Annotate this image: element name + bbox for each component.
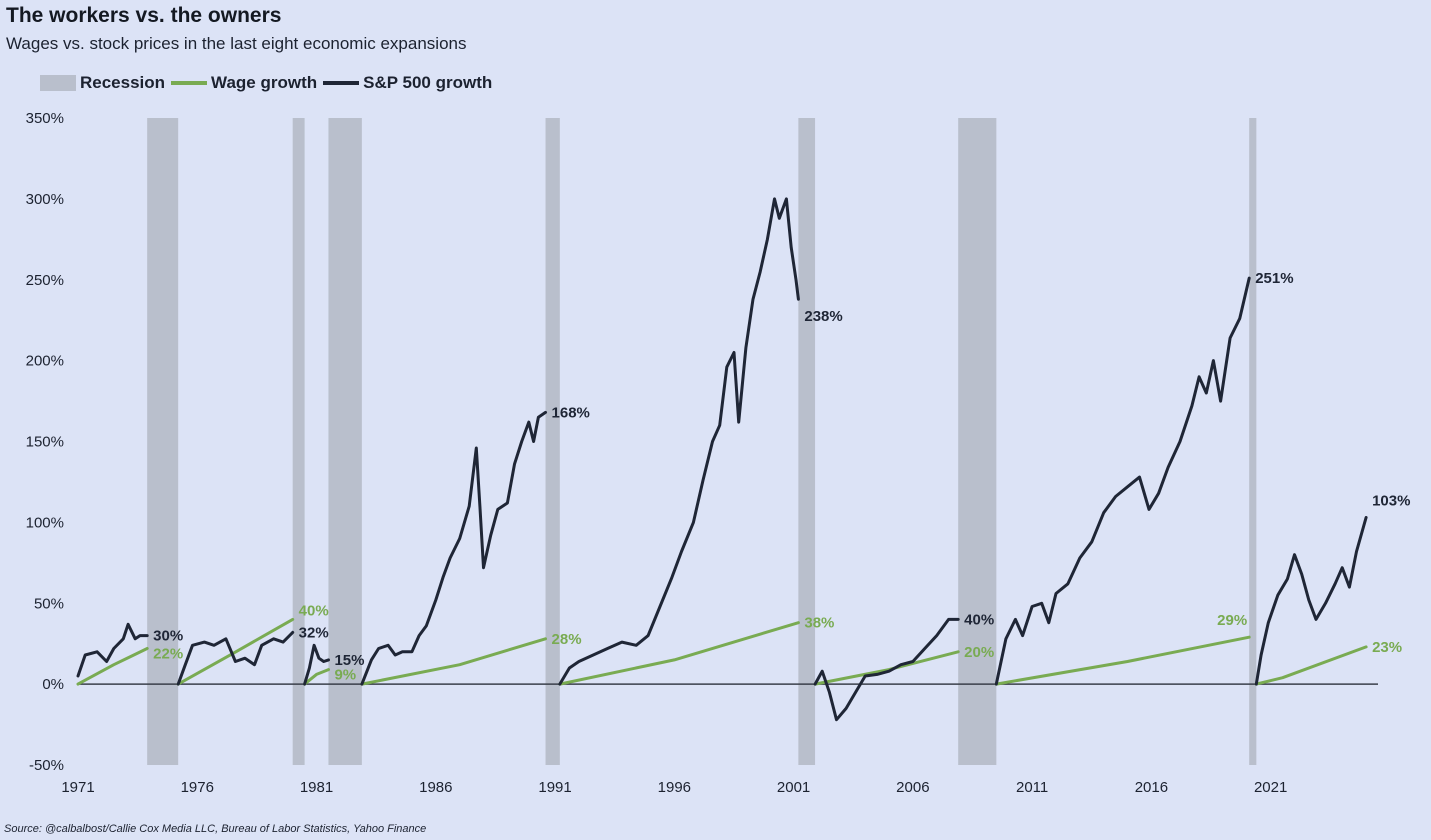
legend-wage: Wage growth	[171, 73, 317, 93]
sp500-line-segment-3	[360, 410, 547, 686]
legend-recession-swatch	[40, 75, 76, 91]
wage-end-label: 29%	[1217, 612, 1247, 629]
legend-sp500-swatch	[323, 81, 360, 85]
wage-line-segment-6	[994, 635, 1251, 686]
recession-band-6	[1249, 118, 1257, 765]
recession-band-2	[328, 118, 362, 765]
sp500-line-segment-4	[558, 197, 800, 686]
wage-end-label: 38%	[804, 615, 834, 632]
wage-end-label: 28%	[552, 631, 582, 648]
sp500-line-segment-6	[994, 276, 1251, 686]
wage-line-segment-3	[360, 637, 547, 686]
x-tick-label: 2006	[896, 779, 929, 796]
sp500-end-label: 32%	[299, 624, 329, 641]
legend-wage-swatch	[171, 81, 208, 85]
sp500-end-label: 30%	[153, 628, 183, 645]
chart-subtitle: Wages vs. stock prices in the last eight…	[6, 34, 467, 53]
wage-end-label: 23%	[1372, 639, 1402, 656]
wage-end-label: 20%	[964, 644, 994, 661]
x-tick-label: 2021	[1254, 779, 1287, 796]
recession-band-1	[292, 118, 305, 765]
x-tick-label: 1976	[181, 779, 214, 796]
x-tick-label: 1991	[538, 779, 571, 796]
sp500-end-label: 40%	[964, 611, 994, 628]
y-tick-label: -50%	[29, 757, 64, 774]
y-tick-label: 150%	[26, 434, 64, 451]
x-tick-label: 1986	[419, 779, 452, 796]
sp500-end-label: 251%	[1255, 270, 1293, 287]
wage-end-label: 22%	[153, 646, 183, 663]
x-tick-label: 1971	[61, 779, 94, 796]
sp500-end-label: 103%	[1372, 493, 1410, 510]
x-tick-label: 2001	[777, 779, 810, 796]
y-tick-label: 50%	[34, 595, 64, 612]
sp500-line-segment-7	[1254, 516, 1368, 686]
wage-line-segment-7	[1254, 645, 1368, 686]
x-tick-label: 2016	[1135, 779, 1168, 796]
sp500-line-segment-5	[813, 617, 960, 722]
y-tick-label: 0%	[42, 676, 64, 693]
y-tick-label: 350%	[26, 110, 64, 127]
wage-end-label: 9%	[334, 667, 356, 684]
sp500-end-label: 168%	[552, 404, 590, 421]
y-tick-label: 200%	[26, 353, 64, 370]
wage-line-segment-1	[176, 617, 295, 686]
sp500-end-label: 15%	[334, 652, 364, 669]
legend: Recession Wage growth S&P 500 growth	[40, 73, 498, 93]
legend-wage-label: Wage growth	[211, 73, 318, 92]
sp500-end-label: 238%	[804, 308, 842, 325]
wage-line-segment-4	[558, 621, 800, 686]
wage-line-segment-5	[813, 650, 960, 686]
sp500-line-segment-1	[176, 630, 295, 686]
sp500-line-segment-0	[76, 622, 149, 678]
wage-end-label: 40%	[299, 602, 329, 619]
legend-recession-label: Recession	[80, 73, 166, 92]
x-tick-label: 1981	[300, 779, 333, 796]
y-tick-label: 300%	[26, 191, 64, 208]
chart-title: The workers vs. the owners	[6, 4, 282, 27]
wage-line-segment-0	[76, 647, 149, 686]
x-tick-label: 2011	[1016, 779, 1048, 796]
recession-band-5	[958, 118, 997, 765]
recession-band-3	[545, 118, 560, 765]
sp500-line-segment-2	[303, 643, 330, 686]
legend-sp500-label: S&P 500 growth	[363, 73, 493, 92]
legend-recession: Recession	[40, 73, 165, 93]
x-tick-label: 1996	[658, 779, 691, 796]
recession-band-0	[147, 118, 179, 765]
y-tick-label: 250%	[26, 272, 64, 289]
wage-line-segment-2	[303, 668, 330, 686]
legend-sp500: S&P 500 growth	[323, 73, 492, 93]
recession-band-4	[798, 118, 816, 765]
source-note: Source: @calbalbost/Callie Cox Media LLC…	[4, 823, 427, 835]
y-tick-label: 100%	[26, 514, 64, 531]
